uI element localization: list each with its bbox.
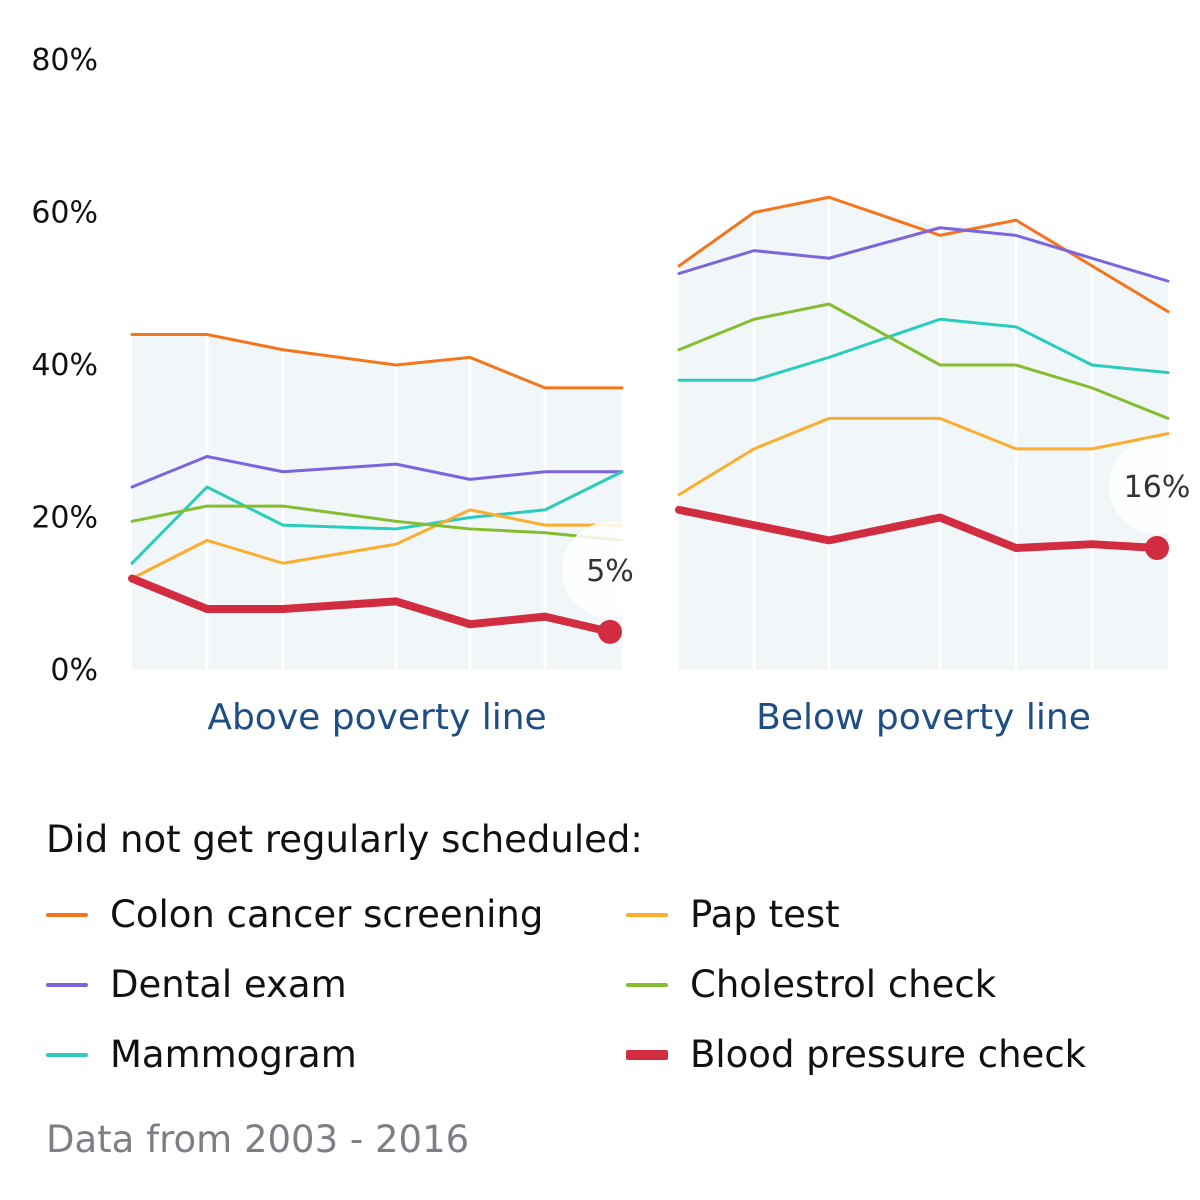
legend-item: Cholestrol check: [626, 963, 996, 1006]
series-line-pap-test: [130, 508, 624, 580]
series-line-blood-pressure-check: [128, 574, 614, 636]
legend-label: Cholestrol check: [690, 963, 997, 1006]
legend-label: Pap test: [690, 893, 840, 936]
panel-above-poverty: 5% Above poverty line: [128, 333, 658, 738]
series-line-dental-exam: [130, 455, 624, 489]
series-line-mammogram: [130, 470, 624, 565]
y-tick-label: 20%: [31, 501, 98, 536]
legend-item: Blood pressure check: [626, 1033, 1086, 1076]
series-line-pap-test: [677, 416, 1170, 497]
series-line-cholestrol-check: [130, 504, 624, 542]
legend-swatch: [626, 1049, 668, 1060]
legend-item: Colon cancer screening: [46, 893, 543, 936]
series-line-mammogram: [677, 317, 1170, 382]
series-line-colon-cancer-screening: [677, 195, 1170, 314]
legend-swatch: [46, 912, 88, 917]
legend-item: Dental exam: [46, 963, 347, 1006]
series-line-dental-exam: [677, 226, 1170, 283]
panel-shading: [679, 197, 1168, 670]
end-point-marker: [1145, 536, 1169, 560]
legend-label: Colon cancer screening: [110, 893, 544, 936]
panel-label: Below poverty line: [756, 697, 1091, 738]
panel-below-poverty: 16% Below poverty line: [675, 195, 1200, 738]
end-value-label: 16%: [1124, 470, 1191, 505]
y-tick-label: 0%: [50, 653, 98, 688]
legend-swatch: [626, 912, 668, 917]
legend-title: Did not get regularly scheduled:: [46, 818, 643, 861]
series-line-blood-pressure-check: [675, 505, 1161, 552]
legend-label: Mammogram: [110, 1033, 357, 1076]
data-note: Data from 2003 - 2016: [46, 1118, 470, 1161]
y-tick-label: 80%: [31, 43, 98, 78]
legend-item: Mammogram: [46, 1033, 357, 1076]
legend-item: Pap test: [626, 893, 840, 936]
legend-swatch: [46, 1052, 88, 1057]
legend-swatch: [626, 982, 668, 987]
end-value-label: 5%: [586, 554, 634, 589]
series-line-colon-cancer-screening: [130, 333, 624, 390]
end-label-halo: [1109, 438, 1200, 534]
y-tick-label: 60%: [31, 196, 98, 231]
series-line-cholestrol-check: [677, 302, 1170, 420]
end-point-marker: [598, 619, 622, 644]
panel-shading: [132, 334, 622, 670]
panel-label: Above poverty line: [207, 697, 546, 738]
legend-label: Blood pressure check: [690, 1033, 1087, 1076]
legend-label: Dental exam: [110, 963, 347, 1006]
chart-svg: 0% 20% 40% 60% 80% 5% Above poverty line 16% Bel…: [31, 43, 1200, 738]
legend-swatch: [46, 982, 88, 987]
y-tick-label: 40%: [31, 348, 98, 383]
end-label-halo: [562, 521, 658, 618]
